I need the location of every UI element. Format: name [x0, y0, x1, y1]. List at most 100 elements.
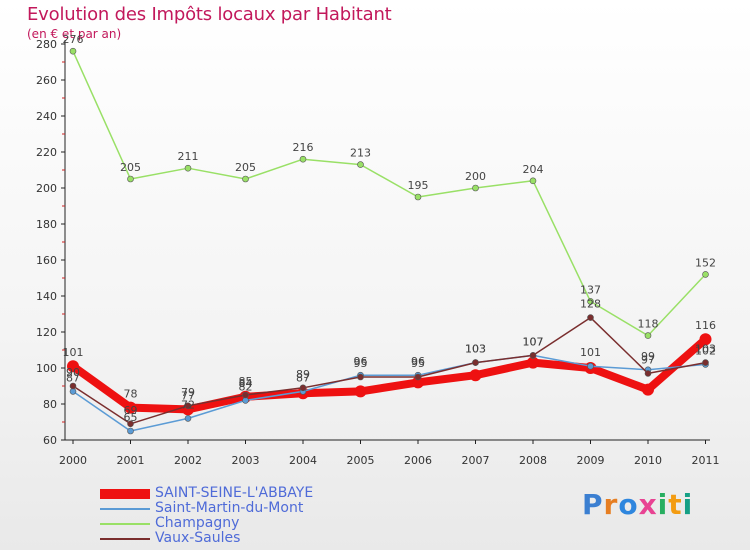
x-tick-label: 2003	[232, 454, 260, 467]
data-point	[642, 383, 654, 396]
data-label: 95	[354, 357, 368, 370]
data-point	[357, 161, 364, 168]
data-point	[354, 385, 367, 398]
data-label: 87	[66, 371, 80, 384]
data-label: 96	[354, 355, 368, 368]
series-line-1	[72, 354, 707, 432]
y-tick-label: 260	[36, 74, 57, 87]
data-point	[587, 362, 594, 370]
x-tick-label: 2004	[289, 454, 317, 467]
data-point	[702, 359, 709, 366]
x-tick-label: 2002	[174, 454, 202, 467]
data-label: 97	[641, 353, 655, 366]
data-point	[587, 314, 594, 321]
data-label: 69	[124, 404, 138, 417]
data-label: 103	[695, 343, 716, 356]
x-tick-label: 2006	[404, 454, 432, 467]
data-label: 103	[465, 343, 486, 356]
data-label: 211	[178, 150, 199, 163]
data-point	[184, 164, 192, 172]
data-label: 85	[239, 375, 253, 388]
data-point	[127, 420, 134, 428]
data-point	[127, 427, 134, 435]
data-label: 82	[239, 380, 253, 393]
logo-letter: x	[638, 488, 658, 521]
data-label: 116	[695, 319, 716, 332]
data-label: 101	[63, 346, 84, 359]
data-label: 204	[523, 163, 544, 176]
y-tick-label: 220	[36, 146, 57, 159]
y-tick-label: 160	[36, 254, 57, 267]
data-label: 96	[411, 355, 425, 368]
data-label: 79	[181, 386, 195, 399]
data-label: 95	[411, 357, 425, 370]
y-tick-label: 60	[43, 434, 57, 447]
data-point	[299, 155, 307, 163]
logo-letter: P	[582, 488, 604, 521]
data-point	[184, 415, 192, 422]
data-point	[127, 175, 134, 183]
data-point	[357, 373, 364, 381]
data-point	[587, 298, 594, 305]
y-tick-label: 280	[36, 38, 57, 51]
data-label: 77	[181, 389, 195, 402]
x-tick-label: 2011	[692, 454, 720, 467]
chart-subtitle: (en € et par an)	[27, 27, 122, 41]
data-point	[644, 332, 652, 339]
y-tick-label: 180	[36, 218, 57, 231]
data-label: 84	[239, 377, 253, 390]
y-tick-label: 200	[36, 182, 57, 195]
x-tick-label: 2009	[577, 454, 605, 467]
data-label: 128	[580, 298, 601, 311]
data-point	[414, 193, 422, 201]
x-tick-label: 2001	[117, 454, 145, 467]
data-point	[702, 271, 709, 278]
data-point	[527, 356, 539, 369]
x-tick-label: 2005	[347, 454, 375, 467]
y-tick-label: 140	[36, 290, 57, 303]
data-point	[69, 47, 77, 55]
data-label: 101	[580, 346, 601, 359]
data-point	[472, 184, 479, 192]
logo-letter: r	[603, 488, 619, 521]
data-point	[472, 359, 479, 366]
legend-swatch-saint-seine	[100, 488, 150, 499]
data-label: 137	[580, 283, 601, 296]
data-point	[69, 382, 77, 390]
data-point	[699, 333, 712, 346]
data-point	[529, 352, 537, 359]
chart-title: Evolution des Impôts locaux par Habitant	[27, 4, 392, 25]
data-point	[414, 373, 422, 381]
data-label: 205	[235, 161, 256, 174]
y-tick-label: 120	[36, 326, 57, 339]
x-tick-label: 2010	[634, 454, 662, 467]
data-point	[184, 402, 192, 410]
series-line-0	[69, 335, 710, 414]
data-point	[469, 369, 482, 382]
legend-label-saint-martin: Saint-Martin-du-Mont	[155, 500, 304, 516]
data-label: 103	[465, 343, 486, 356]
data-label: 87	[296, 371, 310, 384]
proxiti-logo: Proxiti	[582, 488, 693, 521]
data-label: 152	[695, 256, 716, 269]
data-point	[67, 360, 79, 373]
data-point	[242, 391, 249, 399]
y-tick-label: 80	[43, 398, 57, 411]
y-tick-label: 100	[36, 362, 57, 375]
data-label: 195	[408, 179, 429, 192]
data-label: 107	[523, 335, 544, 348]
data-label: 72	[181, 398, 195, 411]
data-label: 216	[293, 141, 314, 154]
legend-label-saint-seine: SAINT-SEINE-L'ABBAYE	[155, 485, 314, 501]
data-point	[529, 177, 537, 185]
data-label: 107	[523, 335, 544, 348]
data-label: 65	[124, 411, 138, 424]
data-label: 276	[63, 33, 84, 46]
data-point	[644, 370, 652, 377]
data-point	[412, 376, 424, 389]
data-label: 118	[638, 318, 659, 331]
logo-letter: o	[618, 488, 639, 521]
data-point	[124, 401, 137, 414]
